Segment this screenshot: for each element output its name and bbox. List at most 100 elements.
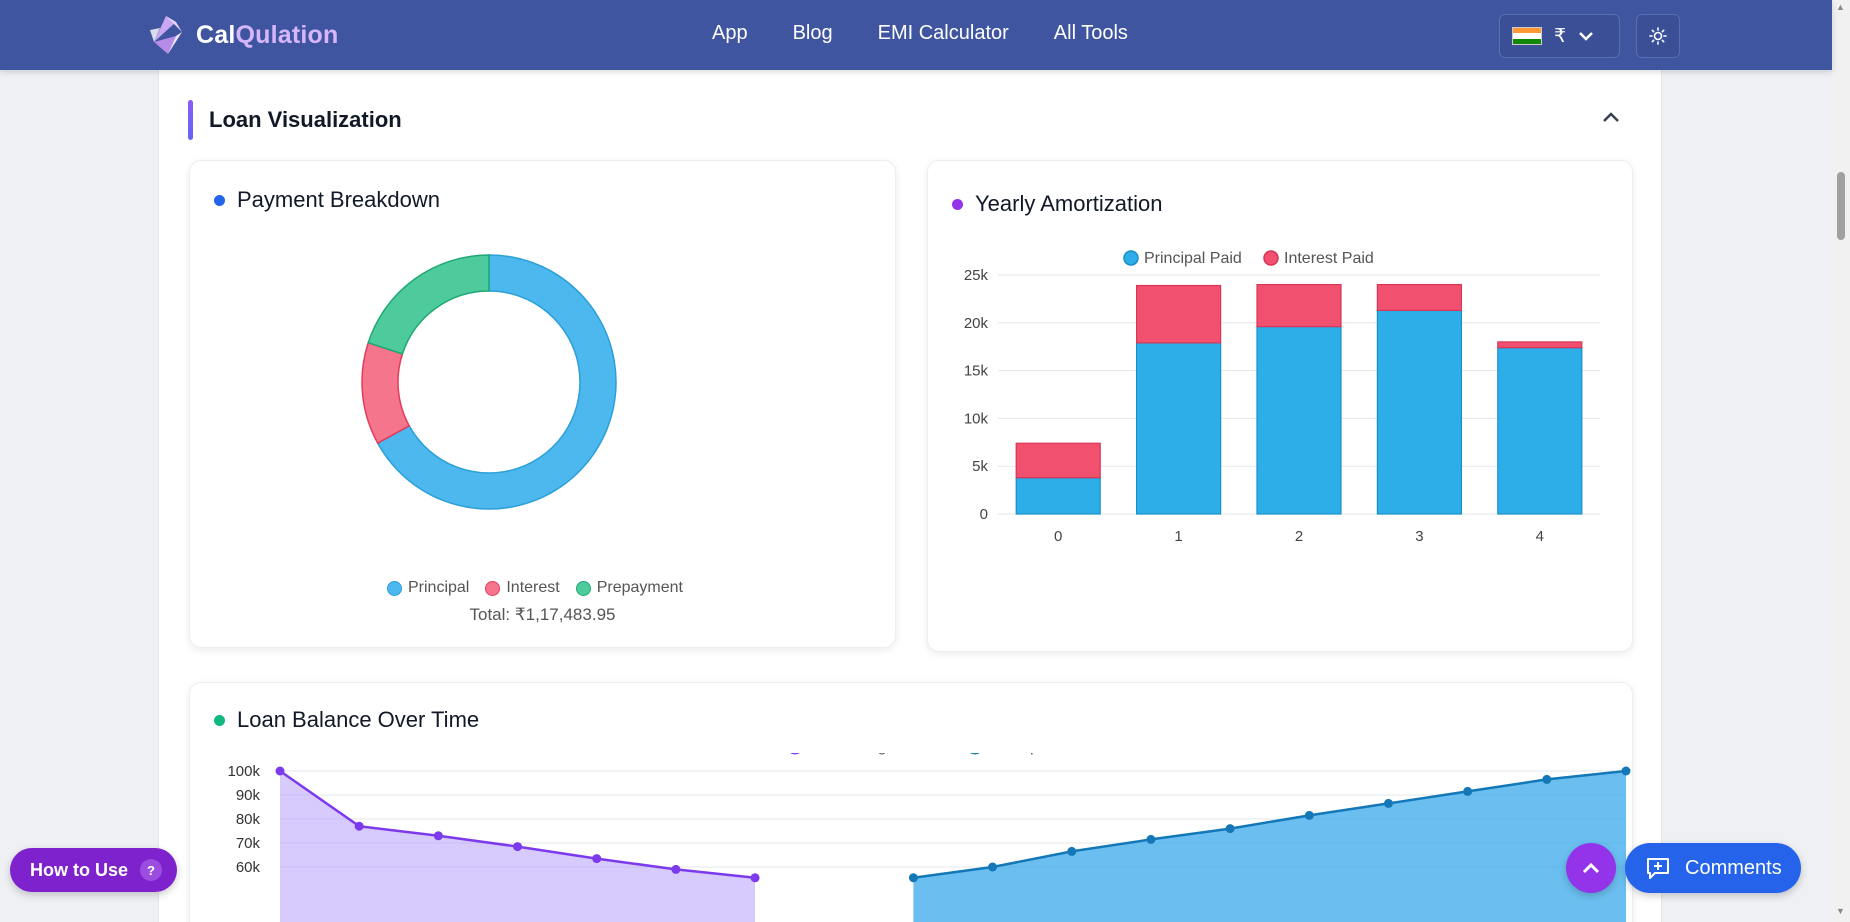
legend-principal[interactable]: Principal bbox=[387, 579, 469, 597]
nav-link-app[interactable]: App bbox=[712, 22, 748, 44]
data-point bbox=[988, 862, 998, 872]
legend-swatch bbox=[1263, 250, 1279, 266]
yearly-bar-chart: Principal Paid Interest Paid 0 5k 10k 15k 20k 2… bbox=[964, 250, 1600, 545]
data-point bbox=[1463, 786, 1473, 796]
x-tick-label: 4 bbox=[1536, 528, 1544, 545]
donut-slice-principal bbox=[376, 254, 617, 510]
legend-label: Prepayment bbox=[596, 579, 683, 596]
area-fill-remaining-balance bbox=[280, 771, 756, 922]
legend-swatch bbox=[575, 580, 591, 596]
theme-toggle-button[interactable] bbox=[1636, 14, 1680, 58]
bar-interest-paid-3 bbox=[1376, 283, 1462, 311]
nav-link-emi-calculator[interactable]: EMI Calculator bbox=[877, 22, 1009, 44]
donut-slice-prepayment bbox=[367, 254, 490, 355]
data-point bbox=[1542, 774, 1552, 784]
data-point bbox=[354, 821, 364, 831]
section-accent-bar bbox=[188, 100, 193, 140]
y-tick-label: 5k bbox=[972, 458, 988, 475]
legend-label: Principal Paid bbox=[1144, 250, 1242, 267]
payment-donut-chart bbox=[361, 254, 617, 510]
legend-label: Principal Paid bbox=[990, 753, 1088, 755]
comment-add-icon bbox=[1647, 858, 1669, 879]
section-title: Loan Visualization bbox=[209, 107, 402, 132]
x-tick-label: 0 bbox=[1054, 528, 1062, 545]
y-tick-label: 90k bbox=[236, 787, 261, 804]
data-point bbox=[1304, 810, 1314, 820]
legend-label: Principal bbox=[408, 579, 470, 596]
data-point bbox=[592, 854, 602, 864]
y-tick-label: 70k bbox=[236, 835, 261, 852]
legend-swatch bbox=[1123, 250, 1139, 266]
data-point bbox=[908, 873, 918, 883]
bar-interest-paid-0 bbox=[1015, 442, 1101, 479]
scroll-to-top-button[interactable] bbox=[1566, 843, 1616, 893]
currency-symbol: ₹ bbox=[1554, 25, 1567, 47]
brand-name: CalQulation bbox=[196, 20, 339, 49]
balance-legend: Remaining Balance Principal Paid bbox=[790, 753, 1088, 755]
series-line-principal-paid bbox=[913, 769, 1627, 880]
y-tick-label: 15k bbox=[964, 363, 989, 380]
data-point bbox=[750, 873, 760, 883]
data-point bbox=[1621, 766, 1631, 776]
title-dot bbox=[214, 714, 225, 726]
area-fill-principal-paid bbox=[913, 771, 1626, 922]
loan-balance-title-text: Loan Balance Over Time bbox=[237, 707, 480, 732]
how-to-use-button[interactable]: How to Use ? bbox=[10, 848, 177, 892]
sun-icon bbox=[1649, 27, 1667, 45]
bar-principal-paid-1 bbox=[1136, 342, 1222, 515]
scroll-down-arrow-icon[interactable]: ▼ bbox=[1836, 906, 1845, 916]
bar-principal-paid-0 bbox=[1015, 477, 1101, 515]
brand-logo-icon bbox=[150, 16, 182, 54]
title-dot bbox=[952, 198, 963, 210]
payment-breakdown-title-text: Payment Breakdown bbox=[237, 187, 440, 212]
nav-link-blog[interactable]: Blog bbox=[792, 22, 833, 44]
payment-total: Total: ₹1,17,483.95 bbox=[469, 605, 616, 624]
y-tick-label: 0 bbox=[980, 506, 988, 523]
data-point bbox=[1225, 824, 1235, 834]
page-scrollbar[interactable]: ▲ ▼ bbox=[1832, 0, 1850, 922]
currency-selector[interactable]: ₹ bbox=[1499, 14, 1620, 58]
brand[interactable]: CalQulation bbox=[146, 12, 339, 58]
legend-prepayment[interactable]: Prepayment bbox=[575, 579, 683, 597]
y-tick-label: 20k bbox=[964, 315, 989, 332]
india-flag-icon bbox=[1512, 27, 1542, 45]
loan-balance-title: Loan Balance Over Time bbox=[214, 707, 479, 733]
legend-swatch bbox=[790, 753, 800, 755]
x-tick-label: 1 bbox=[1174, 528, 1182, 545]
bar-interest-paid-1 bbox=[1136, 284, 1222, 344]
yearly-amortization-title-text: Yearly Amortization bbox=[975, 191, 1163, 216]
title-dot bbox=[214, 194, 225, 206]
legend-label: Interest bbox=[506, 579, 560, 596]
chevron-up-icon bbox=[1582, 862, 1600, 874]
yearly-amortization-card: Yearly Amortization Principal Paid Intere… bbox=[927, 160, 1633, 652]
how-to-use-label: How to Use bbox=[30, 859, 129, 880]
amortization-legend: Principal Paid Interest Paid bbox=[1123, 250, 1374, 267]
scroll-up-arrow-icon[interactable]: ▲ bbox=[1836, 2, 1845, 12]
y-tick-label: 100k bbox=[227, 763, 260, 780]
bar-principal-paid-3 bbox=[1376, 309, 1462, 515]
section-header: Loan Visualization bbox=[188, 100, 402, 140]
payment-breakdown-title: Payment Breakdown bbox=[214, 187, 440, 213]
bar-principal-paid-4 bbox=[1497, 347, 1583, 515]
comments-label: Comments bbox=[1685, 856, 1782, 879]
data-point bbox=[1067, 846, 1077, 856]
data-point bbox=[275, 766, 285, 776]
comments-button[interactable]: Comments bbox=[1625, 843, 1801, 893]
loan-balance-area-chart: Remaining Balance Principal Paid 100k 90k 80… bbox=[227, 753, 1631, 922]
nav-links: App Blog EMI Calculator All Tools bbox=[712, 22, 1128, 45]
bar-principal-paid-2 bbox=[1256, 326, 1342, 515]
y-tick-label: 60k bbox=[236, 859, 261, 876]
y-tick-label: 80k bbox=[236, 811, 261, 828]
legend-label: Remaining Balance bbox=[810, 753, 949, 755]
chevron-down-icon bbox=[1579, 32, 1593, 41]
nav-link-all-tools[interactable]: All Tools bbox=[1053, 22, 1128, 44]
legend-swatch bbox=[970, 753, 980, 755]
legend-swatch bbox=[485, 580, 501, 596]
legend-interest[interactable]: Interest bbox=[485, 579, 560, 597]
chevron-up-icon[interactable] bbox=[1601, 110, 1621, 124]
scroll-thumb[interactable] bbox=[1837, 172, 1845, 240]
yearly-amortization-title: Yearly Amortization bbox=[952, 191, 1163, 217]
top-navbar: CalQulation App Blog EMI Calculator All … bbox=[0, 0, 1832, 70]
y-tick-label: 25k bbox=[964, 267, 989, 284]
bar-interest-paid-4 bbox=[1497, 341, 1583, 349]
